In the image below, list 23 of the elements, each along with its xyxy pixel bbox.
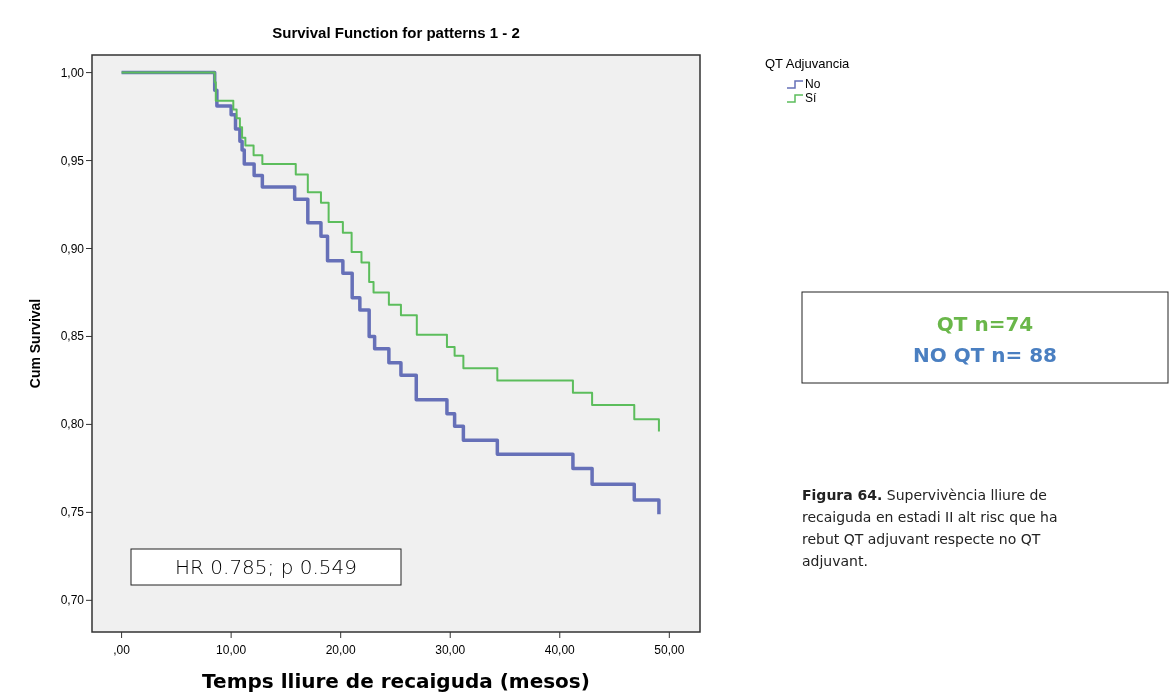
x-tick-label: 20,00 xyxy=(325,643,357,657)
legend-label: Sí xyxy=(805,91,817,105)
x-tick-label: ,00 xyxy=(113,643,131,657)
y-tick-label: 0,70 xyxy=(60,593,85,608)
legend-label: No xyxy=(805,77,821,91)
x-tick-label: 40,00 xyxy=(544,643,576,657)
note-box: HR 0.785; p 0.549 xyxy=(130,548,402,586)
annotation: HR 0.785; p 0.549 xyxy=(175,555,357,579)
y-tick-label: 0,75 xyxy=(60,505,85,520)
y-tick-label: 0,80 xyxy=(60,417,85,432)
x-tick-label: 30,00 xyxy=(435,643,466,657)
legend-title: QT Adjuvancia xyxy=(765,56,851,71)
y-tick-label: 0,90 xyxy=(60,241,85,256)
y-tick-label: 0,95 xyxy=(60,153,85,168)
chart-title: Survival Function for patterns 1 - 2 xyxy=(272,24,520,41)
text: Figura 64. Supervivència lliure de recaiguda en estadi II alt risc que ha rebut QT adjuvant respecte no QT adjuvant. xyxy=(802,487,1058,569)
x-axis-title: Temps lliure de recaiguda (mesos) xyxy=(202,669,590,693)
y-axis-title: Cum Survival xyxy=(27,298,43,389)
x-tick-label: 50,00 xyxy=(654,643,685,657)
sample-size-box: QT n=74 NO QT n= 88 xyxy=(801,291,1169,384)
x-tick-label: 10,00 xyxy=(216,643,247,657)
y-tick-label: 1,00 xyxy=(60,65,85,80)
y-tick-label: 0,85 xyxy=(60,329,85,344)
